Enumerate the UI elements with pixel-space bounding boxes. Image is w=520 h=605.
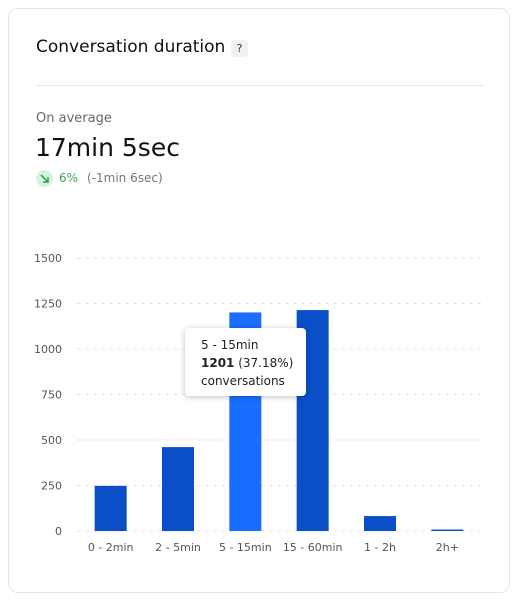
x-tick-label: 1 - 2h bbox=[364, 541, 396, 554]
tooltip-value-row: 1201 (37.18%) bbox=[201, 356, 293, 370]
x-tick-label: 15 - 60min bbox=[283, 541, 343, 554]
tooltip-unit: conversations bbox=[201, 374, 285, 388]
x-tick-label: 2 - 5min bbox=[155, 541, 201, 554]
x-tick-label: 2h+ bbox=[436, 541, 459, 554]
y-tick-label: 1500 bbox=[34, 252, 62, 265]
y-tick-label: 0 bbox=[55, 525, 62, 538]
help-button[interactable]: ? bbox=[231, 40, 248, 57]
tooltip-percent: (37.18%) bbox=[238, 356, 294, 370]
summary-value: 17min 5sec bbox=[35, 133, 180, 162]
card bbox=[8, 8, 510, 593]
y-tick-label: 1000 bbox=[34, 343, 62, 356]
summary-label: On average bbox=[36, 111, 112, 126]
y-tick-label: 250 bbox=[41, 480, 62, 493]
tooltip-title: 5 - 15min bbox=[201, 338, 259, 352]
bar bbox=[364, 516, 396, 531]
arrow bbox=[40, 174, 49, 183]
x-tick-label: 5 - 15min bbox=[219, 541, 272, 554]
change-percent: 6% bbox=[59, 171, 79, 185]
y-tick-label: 1250 bbox=[34, 298, 62, 311]
change-detail: (-1min 6sec) bbox=[87, 171, 163, 185]
bar bbox=[431, 529, 464, 531]
bar bbox=[94, 485, 127, 531]
card-title: Conversation duration bbox=[36, 37, 226, 57]
y-tick-label: 750 bbox=[41, 389, 62, 402]
divider bbox=[36, 85, 484, 86]
tooltip-value: 1201 bbox=[201, 356, 235, 370]
tooltip: 5 - 15min 1201 (37.18%) conversations bbox=[185, 328, 306, 396]
trend-icon bbox=[36, 170, 53, 187]
bar bbox=[162, 447, 194, 531]
x-tick-label: 0 - 2min bbox=[88, 541, 134, 554]
y-tick-label: 500 bbox=[41, 434, 62, 447]
